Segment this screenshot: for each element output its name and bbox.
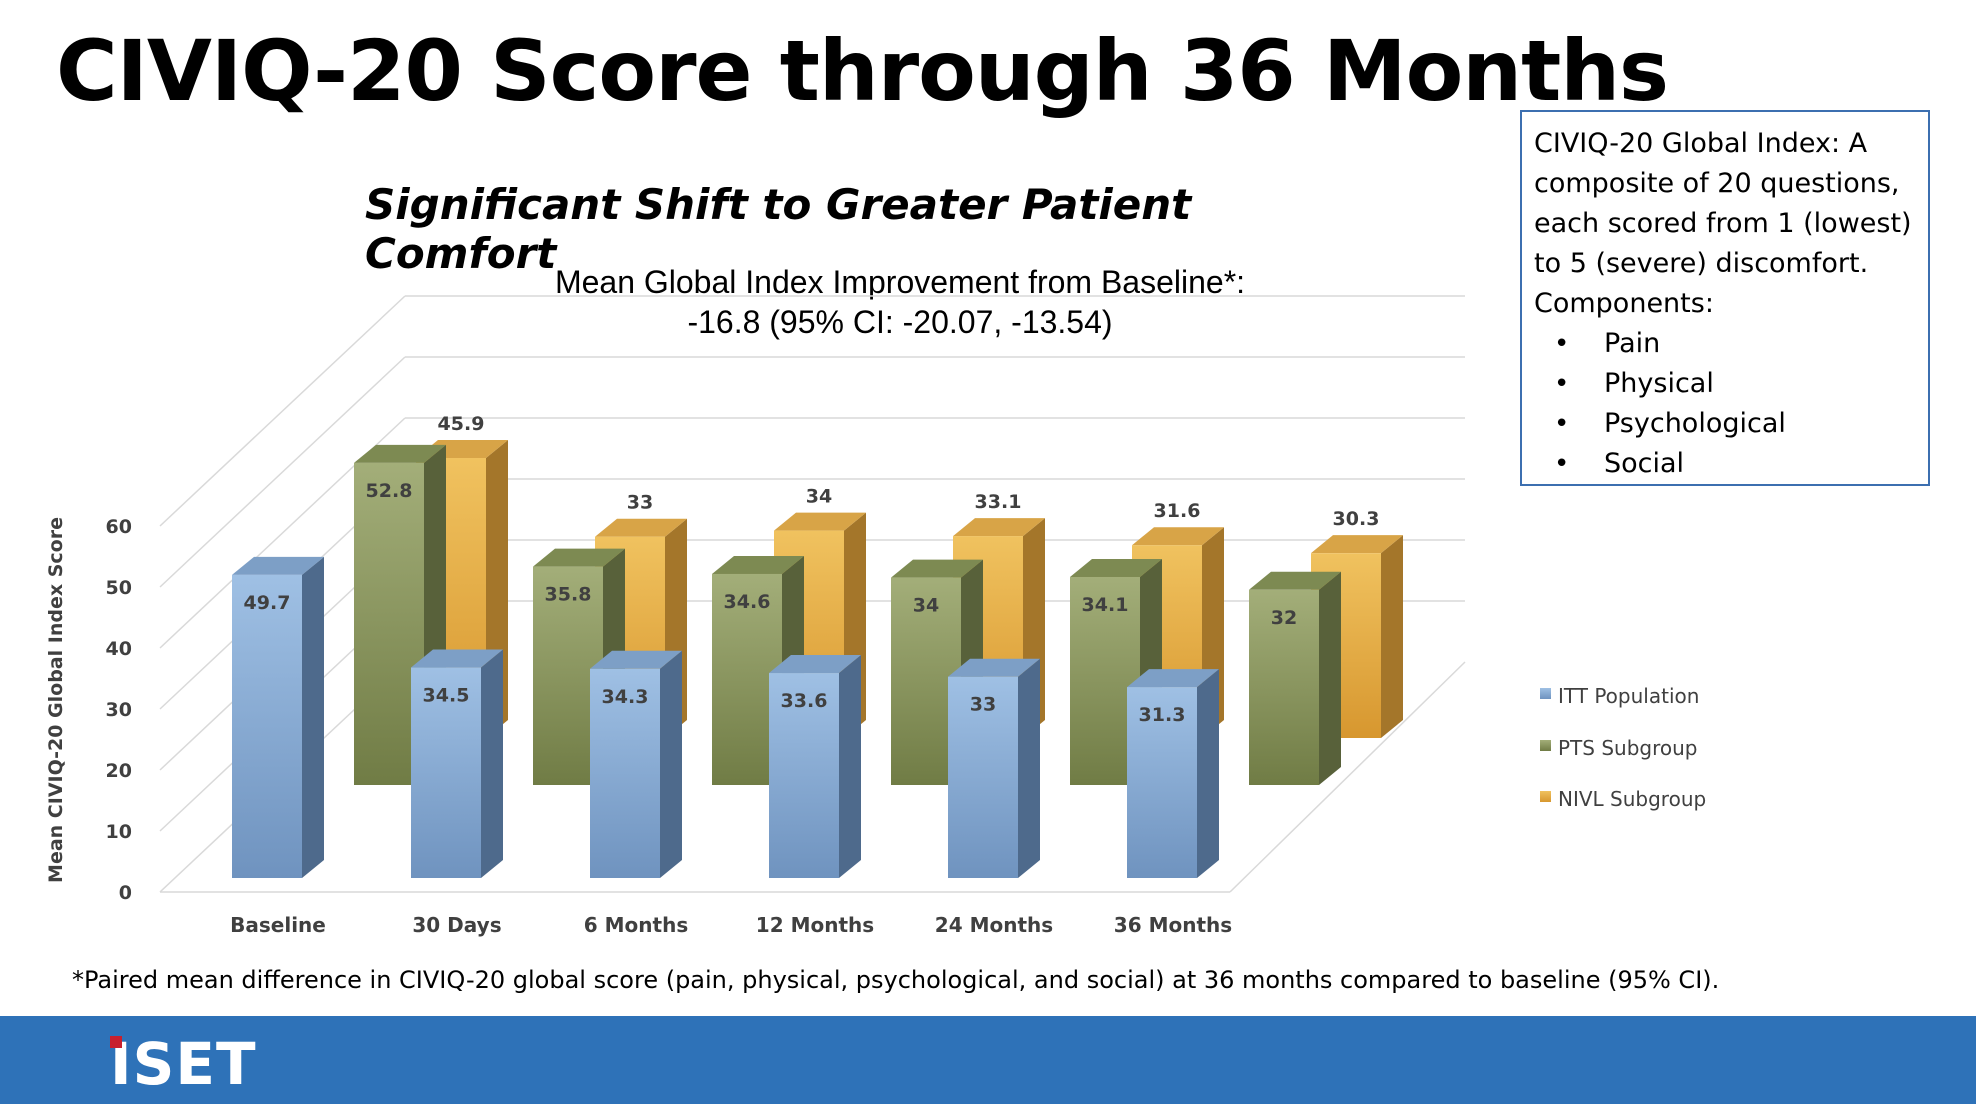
data-label-nivl: 45.9 [438,413,485,435]
component-item: Psychological [1554,404,1916,444]
bar-front [590,668,660,878]
bar-top [953,518,1045,537]
bar-top [1311,535,1403,554]
data-label-itt: 33.6 [781,690,828,712]
x-tick-label: 36 Months [1114,913,1232,937]
bar-top [590,650,682,669]
data-label-itt: 34.3 [602,686,649,708]
x-tick-label: Baseline [230,913,326,937]
bar-front [411,667,481,878]
data-label-nivl: 33.1 [975,491,1022,513]
info-box: CIVIQ-20 Global Index: A composite of 20… [1520,110,1930,486]
bar-itt-1 [411,649,503,878]
data-label-nivl: 34 [806,486,832,508]
data-label-pts: 52.8 [366,480,413,502]
info-box-text: CIVIQ-20 Global Index: A composite of 20… [1534,128,1912,319]
data-label-nivl: 30.3 [1333,508,1380,530]
y-tick-label: 20 [106,760,132,782]
data-label-nivl: 33 [627,492,653,514]
bar-itt-2 [590,650,682,878]
data-label-itt: 33 [970,694,996,716]
bar-front [1249,589,1319,785]
bar-front [232,574,302,878]
component-item: Physical [1554,364,1916,404]
y-tick-label: 30 [106,699,132,721]
data-label-itt: 34.5 [423,685,470,707]
bar-top [1132,527,1224,546]
legend-swatch-itt [1540,688,1551,699]
bar-itt-4 [948,658,1040,878]
y-tick-label: 0 [119,882,132,904]
legend-label-pts: PTS Subgroup [1558,736,1697,760]
footer-bar: ISET [0,1016,1976,1104]
bar-pts-5 [1249,571,1341,785]
data-label-itt: 49.7 [244,592,291,614]
footnote: *Paired mean difference in CIVIQ-20 glob… [72,966,1720,994]
bar-top [595,518,687,537]
bar-top [411,649,503,668]
bar-top [1127,669,1219,688]
chart-title: Mean Global Index Improvement from Basel… [480,262,1320,342]
y-axis-label: Mean CIVIQ-20 Global Index Score [45,517,67,883]
bar-top [232,556,324,575]
bar-top [1070,558,1162,577]
data-label-pts: 32 [1271,607,1297,629]
bar-front [1127,687,1197,878]
chart-title-line-1: Mean Global Index Improvement from Basel… [554,264,1246,300]
y-tick-label: 60 [106,516,132,538]
bar-side [1319,571,1341,785]
data-label-itt: 31.3 [1139,704,1186,726]
bar-side [302,556,324,878]
legend-swatch-nivl [1540,791,1551,802]
bar-side [1381,535,1403,738]
data-label-nivl: 31.6 [1154,500,1201,522]
bar-front [948,676,1018,878]
bar-top [1249,571,1341,590]
y-tick-label: 10 [106,821,132,843]
bar-front [769,673,839,878]
data-label-pts: 34.1 [1082,594,1129,616]
bar-itt-0 [232,556,324,878]
data-label-pts: 34 [913,595,939,617]
gridline-depth [159,295,406,527]
chart-title-line-2: -16.8 (95% CI: -20.07, -13.54) [687,304,1113,340]
bar-side [481,649,503,878]
bar-top [769,655,861,674]
bar-top [774,512,866,531]
legend-label-nivl: NIVL Subgroup [1558,787,1706,811]
x-tick-label: 30 Days [412,913,501,937]
slide-title: CIVIQ-20 Score through 36 Months [56,22,1669,120]
floor-side-edge [1229,661,1466,893]
bar-side [1197,669,1219,878]
legend: ITT Population PTS Subgroup NIVL Subgrou… [1540,684,1706,811]
component-item: Social [1554,444,1916,484]
component-list: Pain Physical Psychological Social [1534,324,1916,484]
bar-top [533,548,625,567]
bar-top [712,555,804,574]
bar-side [660,650,682,878]
bar-side [1018,658,1040,878]
x-tick-label: 12 Months [756,913,874,937]
bar-top [891,559,983,578]
bar-itt-3 [769,655,861,878]
legend-label-itt: ITT Population [1558,684,1699,708]
legend-swatch-pts [1540,740,1551,751]
data-label-pts: 34.6 [724,591,771,613]
gridline-depth [159,356,406,588]
bar-top [354,444,446,463]
x-tick-label: 24 Months [935,913,1053,937]
logo-accent-mark [110,1036,122,1048]
y-tick-label: 40 [106,638,132,660]
component-item: Pain [1554,324,1916,364]
slide-subtitle: Significant Shift to Greater Patient Com… [365,180,1192,278]
y-tick-label: 50 [106,577,132,599]
data-label-pts: 35.8 [545,584,592,606]
bar-itt-5 [1127,669,1219,878]
x-tick-label: 6 Months [584,913,688,937]
bar-side [839,655,861,878]
bar-chart: 0 10 20 30 40 50 60 45.9 33 34 33.1 31.6 30.3 52.8 35.… [45,295,1706,937]
iset-logo: ISET [110,1030,257,1098]
bar-top [948,658,1040,677]
